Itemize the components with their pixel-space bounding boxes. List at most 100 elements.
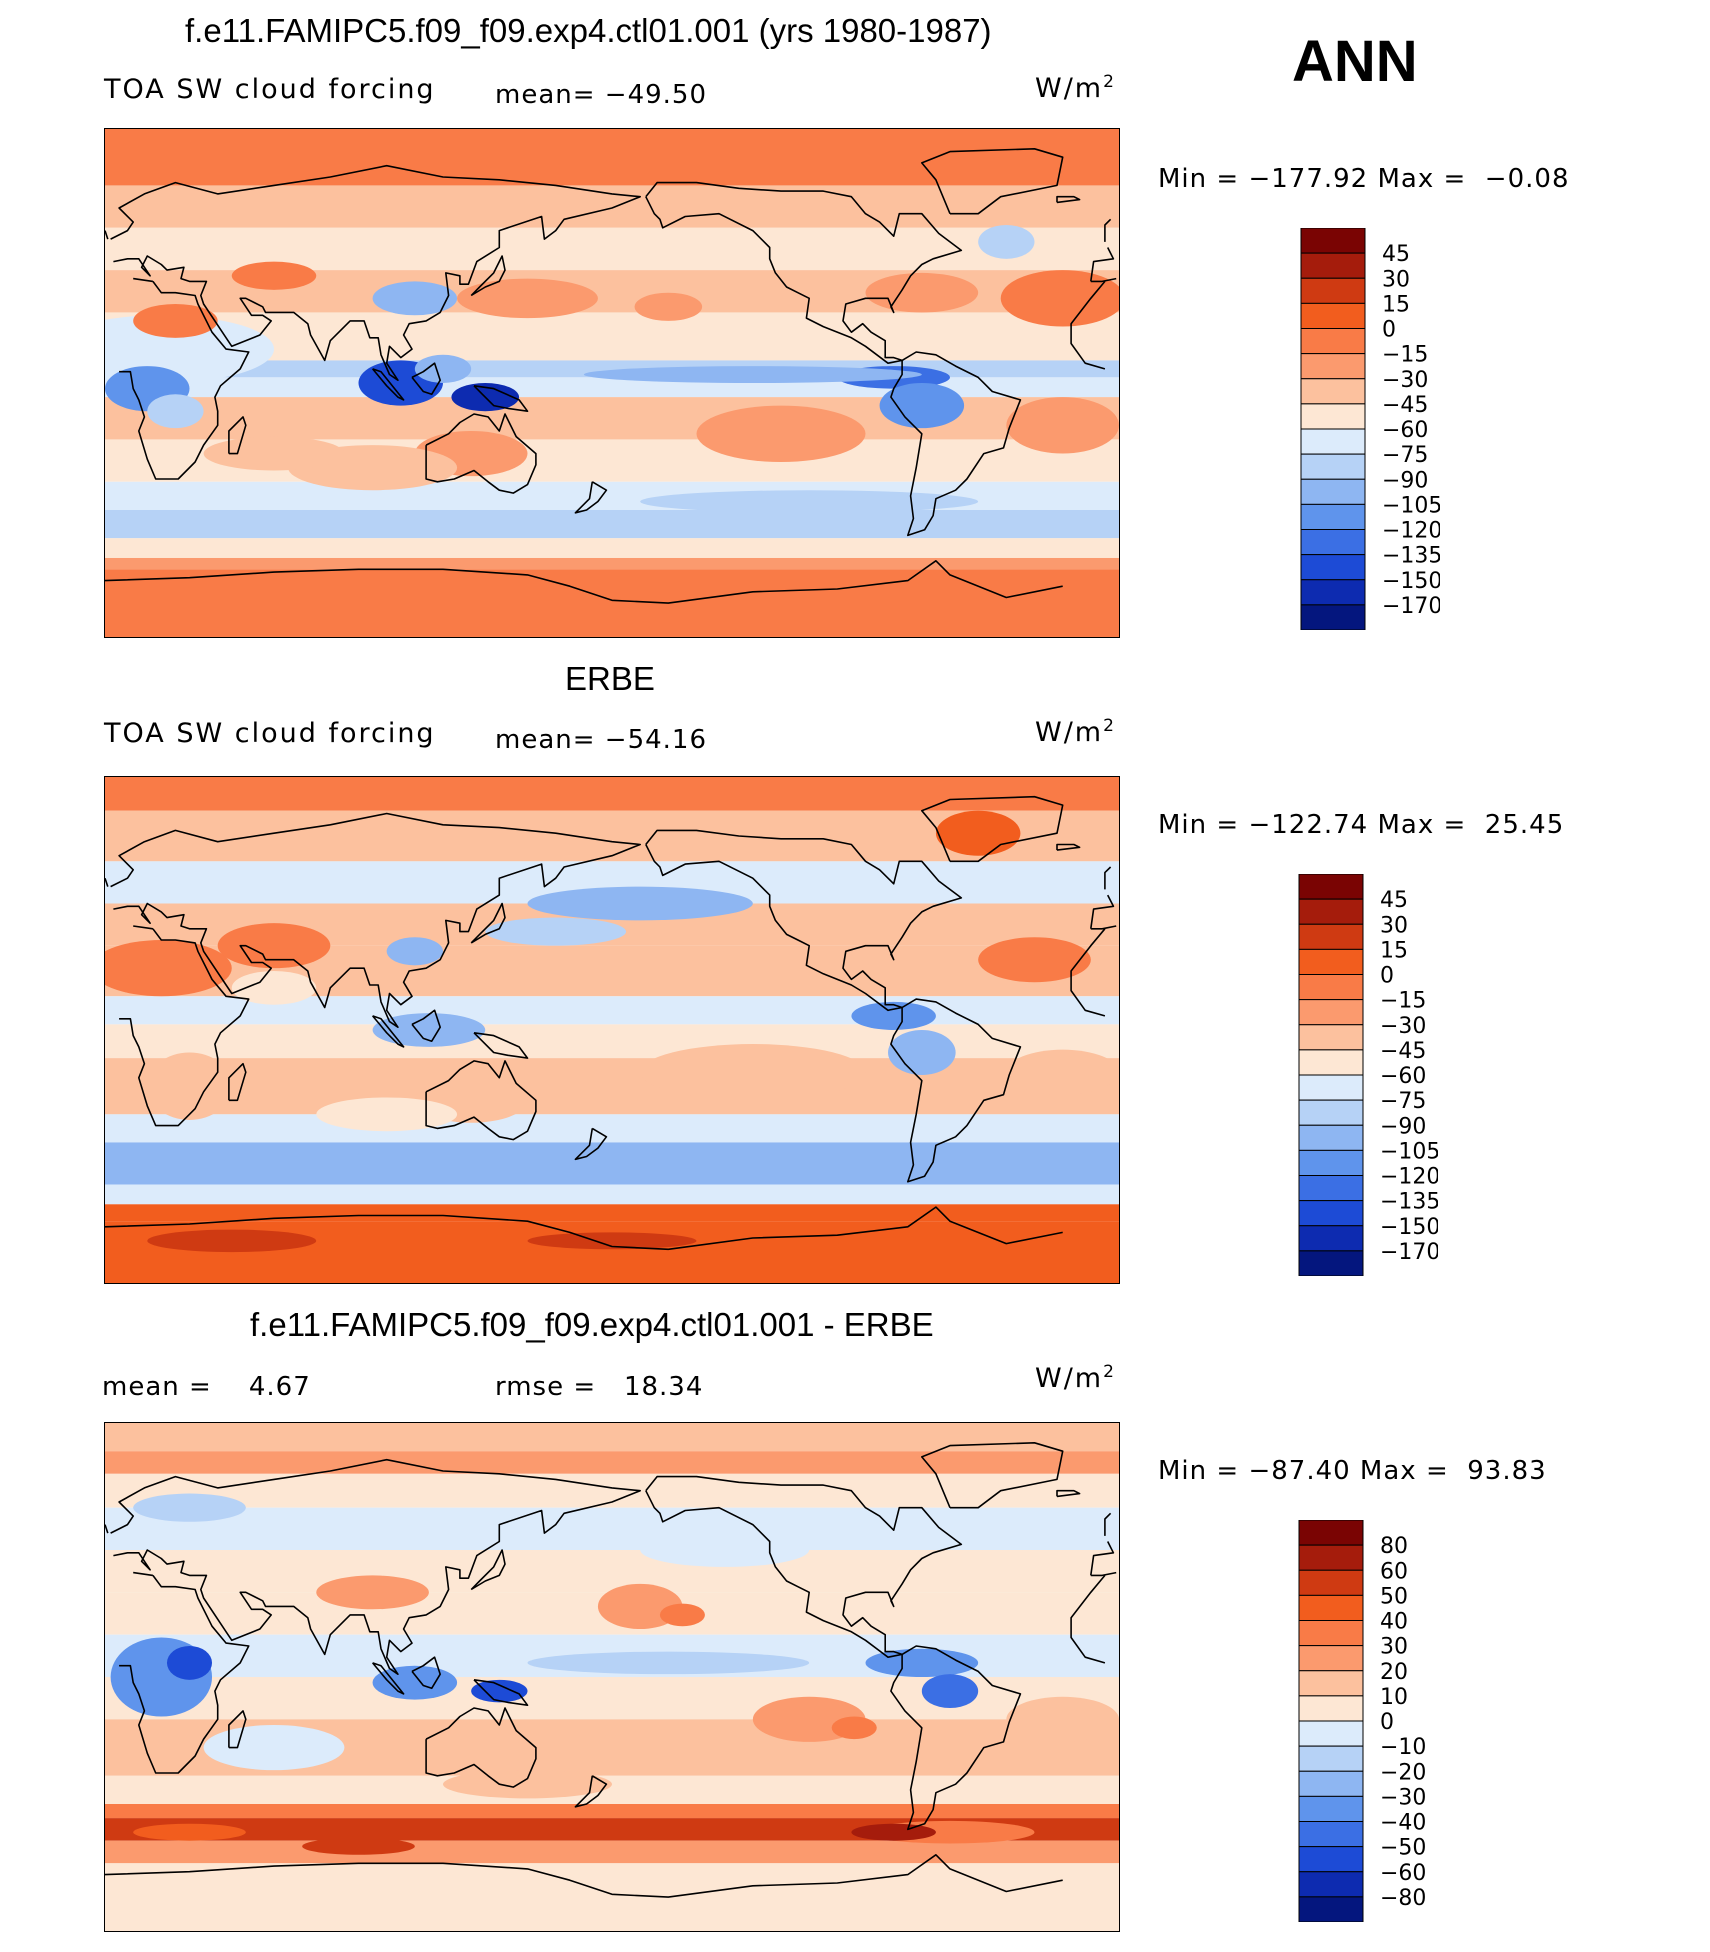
coastline — [1056, 1489, 1081, 1498]
colorbar-svg: 4530150−15−30−45−60−75−90−105−120−135−15… — [1300, 227, 1442, 631]
colorbar-tick-label: 0 — [1380, 1710, 1394, 1735]
coastline — [473, 1679, 529, 1706]
field-contour — [921, 1674, 979, 1709]
season-label: ANN — [1292, 29, 1418, 94]
coastline — [105, 866, 1112, 890]
field-contour — [634, 292, 703, 321]
field-contour — [133, 303, 218, 338]
panel1-variable-label: TOA SW cloud forcing — [104, 74, 436, 105]
field-contour — [302, 1837, 415, 1855]
colorbar-swatch — [1300, 328, 1366, 355]
colorbar-tick-label: −80 — [1380, 1886, 1426, 1911]
field-contour — [147, 1052, 232, 1120]
coastline — [890, 351, 1022, 537]
field-contour — [372, 1013, 486, 1047]
colorbar-swatch — [1298, 1871, 1364, 1898]
field-band — [105, 1804, 1119, 1819]
panel2-mean-label: mean= −54.16 — [495, 725, 708, 755]
field-band — [105, 1840, 1119, 1864]
field-contour — [217, 923, 331, 969]
colorbar-tick-label: −150 — [1382, 569, 1440, 594]
colorbar-swatch — [1298, 1074, 1364, 1101]
panel1-minmax: Min = −177.92 Max = −0.08 — [1158, 164, 1570, 194]
colorbar-swatch — [1298, 1024, 1364, 1051]
colorbar-tick-label: −75 — [1382, 443, 1428, 468]
colorbar-tick-label: −30 — [1380, 1014, 1426, 1039]
colorbar-tick-label: −30 — [1382, 368, 1428, 393]
field-band — [105, 397, 1119, 440]
coastline — [371, 1662, 405, 1695]
field-contour — [1000, 270, 1119, 327]
colorbar-swatch — [1298, 1544, 1364, 1571]
coastline — [473, 1032, 529, 1059]
colorbar-swatch — [1298, 1569, 1364, 1596]
colorbar-tick-label: −90 — [1380, 1114, 1426, 1139]
field-band — [105, 377, 1119, 398]
colorbar-tick-label: −60 — [1380, 1861, 1426, 1886]
coastline — [1056, 195, 1081, 204]
coastline — [921, 795, 1064, 863]
coastline — [411, 1656, 441, 1690]
field-contour — [1006, 397, 1119, 454]
panel1-mean-label: mean= −49.50 — [495, 80, 708, 110]
coastline — [228, 1710, 247, 1749]
colorbar-tick-label: 30 — [1382, 267, 1410, 292]
colorbar-tick-label: 45 — [1382, 242, 1410, 267]
colorbar-tick-label: 10 — [1380, 1685, 1408, 1710]
colorbar-tick-label: 0 — [1380, 964, 1394, 989]
coastline — [110, 812, 1117, 1028]
colorbar-swatch — [1300, 378, 1366, 405]
coastline — [473, 385, 529, 412]
coastline — [105, 218, 1112, 242]
panel2-variable-label: TOA SW cloud forcing — [104, 718, 436, 749]
field-contour — [133, 1493, 246, 1522]
colorbar-swatch — [1300, 453, 1366, 480]
colorbar-swatch — [1300, 277, 1366, 304]
field-band — [105, 481, 1119, 510]
coastline — [921, 148, 1064, 215]
colorbar-swatch — [1298, 898, 1364, 925]
field-band — [105, 1114, 1119, 1143]
field-contour — [640, 490, 979, 513]
coastline — [228, 416, 247, 455]
field-contour — [166, 1645, 213, 1680]
colorbar-swatch — [1298, 1124, 1364, 1151]
coastline — [119, 925, 1106, 1127]
field-contour — [888, 1030, 956, 1075]
coastline — [470, 255, 506, 297]
colorbar-swatch — [1298, 1670, 1364, 1697]
field-contour — [231, 261, 317, 290]
field-band — [105, 1775, 1119, 1804]
coastline — [105, 560, 1063, 604]
field-contour — [640, 1533, 810, 1567]
field-contour — [865, 272, 979, 313]
coastline — [425, 413, 537, 494]
coastline — [411, 1009, 441, 1042]
colorbar-swatch — [1300, 529, 1366, 556]
coastline — [1056, 843, 1081, 851]
field-contour — [583, 366, 922, 383]
field-band — [105, 510, 1119, 539]
colorbar-swatch — [1300, 403, 1366, 430]
colorbar-swatch — [1300, 252, 1366, 279]
field-band — [105, 1550, 1119, 1593]
colorbar-tick-label: −135 — [1382, 544, 1440, 569]
coastline — [425, 1707, 537, 1788]
panel1-colorbar: 45 30 15 0 −15 −30 −45 −60 −75 −90 −105 −120 −135 −15… — [1300, 227, 1442, 631]
colorbar-tick-label: −15 — [1380, 989, 1426, 1014]
colorbar-tick-label: −20 — [1380, 1760, 1426, 1785]
coastline — [119, 277, 1106, 480]
field-contour — [935, 810, 1021, 856]
colorbar-tick-label: 80 — [1380, 1534, 1408, 1559]
field-contour — [372, 281, 458, 316]
field-contour — [316, 1575, 429, 1610]
colorbar-swatch — [1300, 503, 1366, 530]
colorbar-tick-label: 50 — [1380, 1584, 1408, 1609]
colorbar-swatch — [1300, 302, 1366, 329]
field-band — [105, 569, 1119, 637]
field-band — [105, 1204, 1119, 1222]
field-contour — [386, 937, 444, 966]
colorbar-swatch — [1298, 999, 1364, 1026]
coastline — [371, 1015, 405, 1048]
colorbar-tick-label: 60 — [1380, 1559, 1408, 1584]
